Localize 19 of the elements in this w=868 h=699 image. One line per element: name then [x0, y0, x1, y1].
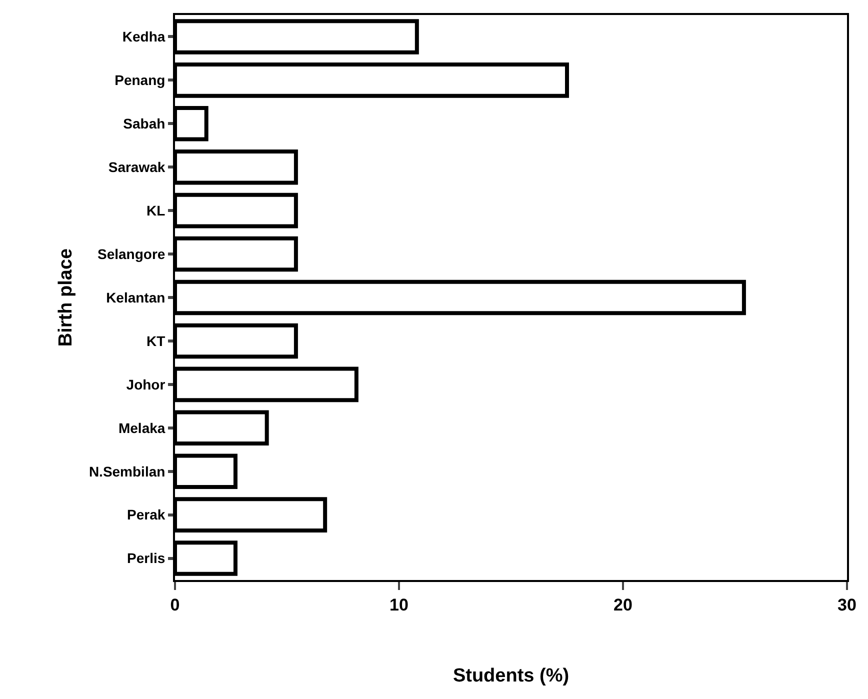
- y-tick-label: KT: [146, 332, 166, 349]
- x-axis-title: Students (%): [452, 666, 570, 687]
- y-tick-label: Perlis: [127, 550, 166, 566]
- y-axis-title: Birth place: [55, 248, 76, 347]
- y-tick-label: Penang: [114, 72, 166, 88]
- y-tick-label: KL: [146, 202, 166, 218]
- y-tick-label: Perak: [127, 506, 166, 523]
- y-tick-label: Melaka: [118, 420, 166, 436]
- y-tick-label: Selangore: [97, 246, 166, 262]
- y-tick-label: Kedha: [122, 28, 166, 45]
- x-tick-label: 20: [614, 595, 632, 614]
- y-tick-label: N.Sembilan: [88, 463, 166, 480]
- y-tick-label: Johor: [126, 376, 166, 392]
- x-tick-label: 30: [838, 595, 856, 614]
- y-tick-label: Sarawak: [108, 159, 166, 176]
- y-tick-label: Sabah: [123, 116, 166, 132]
- x-tick-label: 10: [390, 595, 408, 614]
- x-tick-label: 0: [170, 595, 180, 614]
- y-tick-label: Kelantan: [106, 289, 166, 306]
